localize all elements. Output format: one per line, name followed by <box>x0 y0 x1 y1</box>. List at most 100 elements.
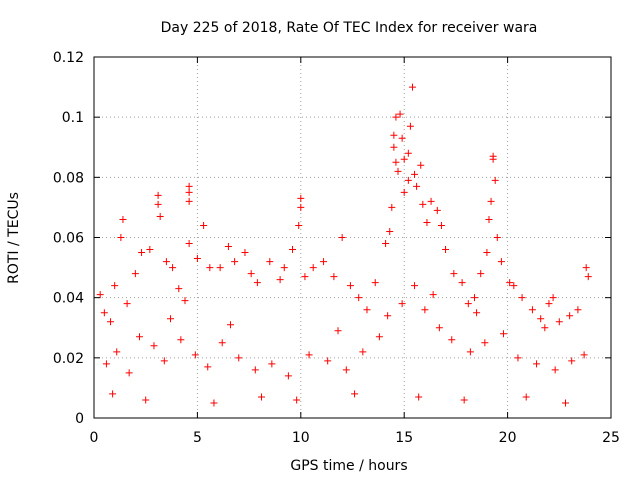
data-point <box>175 285 183 293</box>
data-point <box>384 312 392 320</box>
data-point <box>355 294 363 302</box>
data-point <box>541 324 549 332</box>
data-point <box>458 279 466 287</box>
data-point <box>280 264 288 272</box>
data-point <box>324 357 332 365</box>
data-point <box>266 258 274 266</box>
data-point <box>142 396 150 404</box>
data-point <box>442 246 450 254</box>
data-point <box>330 273 338 281</box>
data-point <box>177 336 185 344</box>
data-point <box>125 369 133 377</box>
data-point <box>404 149 412 157</box>
data-point <box>102 360 110 368</box>
x-tick-label: 0 <box>90 430 99 446</box>
data-point <box>481 339 489 347</box>
data-point <box>276 276 284 284</box>
data-point <box>113 348 121 356</box>
y-tick-label: 0.02 <box>53 351 84 367</box>
data-point <box>253 279 261 287</box>
data-point <box>460 396 468 404</box>
x-axis-label: GPS time / hours <box>290 458 407 474</box>
data-point <box>375 333 383 341</box>
data-point <box>181 297 189 305</box>
data-point <box>284 372 292 380</box>
data-point <box>162 258 170 266</box>
data-point <box>574 306 582 314</box>
y-tick-label: 0.08 <box>53 170 84 186</box>
data-point <box>489 155 497 163</box>
data-point <box>342 366 350 374</box>
data-point <box>295 221 303 229</box>
data-point <box>400 155 408 163</box>
data-point <box>100 309 108 317</box>
data-point <box>487 197 495 205</box>
data-point <box>551 366 559 374</box>
chart-title: Day 225 of 2018, Rate Of TEC Index for r… <box>161 20 538 36</box>
data-point <box>131 270 139 278</box>
data-point <box>117 234 125 241</box>
data-point <box>415 393 423 401</box>
data-point <box>483 249 491 257</box>
data-point <box>421 306 429 314</box>
data-point <box>200 221 208 229</box>
data-point <box>423 218 431 226</box>
data-point <box>433 206 441 214</box>
y-tick-label: 0 <box>75 411 84 427</box>
data-point <box>413 182 421 190</box>
data-point <box>216 264 224 272</box>
data-point <box>359 348 367 356</box>
data-point <box>506 279 514 287</box>
data-point <box>156 212 164 220</box>
data-points <box>96 83 592 407</box>
data-point <box>555 318 563 326</box>
data-point <box>398 300 406 308</box>
data-point <box>111 282 119 290</box>
data-point <box>533 360 541 368</box>
data-point <box>226 321 234 329</box>
data-point <box>411 282 419 290</box>
data-point <box>351 390 359 398</box>
data-point <box>388 203 396 211</box>
data-point <box>193 255 201 263</box>
y-tick-label: 0.04 <box>53 291 84 307</box>
data-point <box>167 315 175 323</box>
data-point <box>123 300 131 308</box>
data-point <box>218 339 226 347</box>
data-point <box>150 342 158 350</box>
y-tick-label: 0.12 <box>53 50 84 66</box>
data-point <box>510 282 518 290</box>
data-point <box>320 258 328 266</box>
y-axis-label: ROTI / TECUs <box>6 192 22 284</box>
data-point <box>394 167 402 175</box>
data-point <box>363 306 371 314</box>
data-point <box>268 360 276 368</box>
data-point <box>400 188 408 196</box>
data-point <box>417 161 425 169</box>
data-point <box>582 264 590 272</box>
data-point <box>390 143 398 151</box>
data-point <box>580 351 588 359</box>
data-point <box>305 351 313 359</box>
data-point <box>154 200 162 208</box>
data-point <box>518 294 526 302</box>
data-point <box>231 258 239 266</box>
data-point <box>491 176 499 184</box>
data-point <box>537 315 545 323</box>
data-point <box>160 357 168 365</box>
data-point <box>154 191 162 199</box>
data-point <box>390 131 398 139</box>
data-point <box>334 327 342 335</box>
data-point <box>301 273 309 281</box>
data-point <box>549 294 557 302</box>
data-point <box>427 197 435 205</box>
data-point <box>138 249 146 257</box>
data-point <box>293 396 301 404</box>
data-point <box>437 221 445 229</box>
data-point <box>251 366 259 374</box>
data-point <box>584 273 592 281</box>
data-point <box>398 134 406 142</box>
data-point <box>528 306 536 314</box>
data-point <box>109 390 117 398</box>
data-point <box>119 215 127 223</box>
